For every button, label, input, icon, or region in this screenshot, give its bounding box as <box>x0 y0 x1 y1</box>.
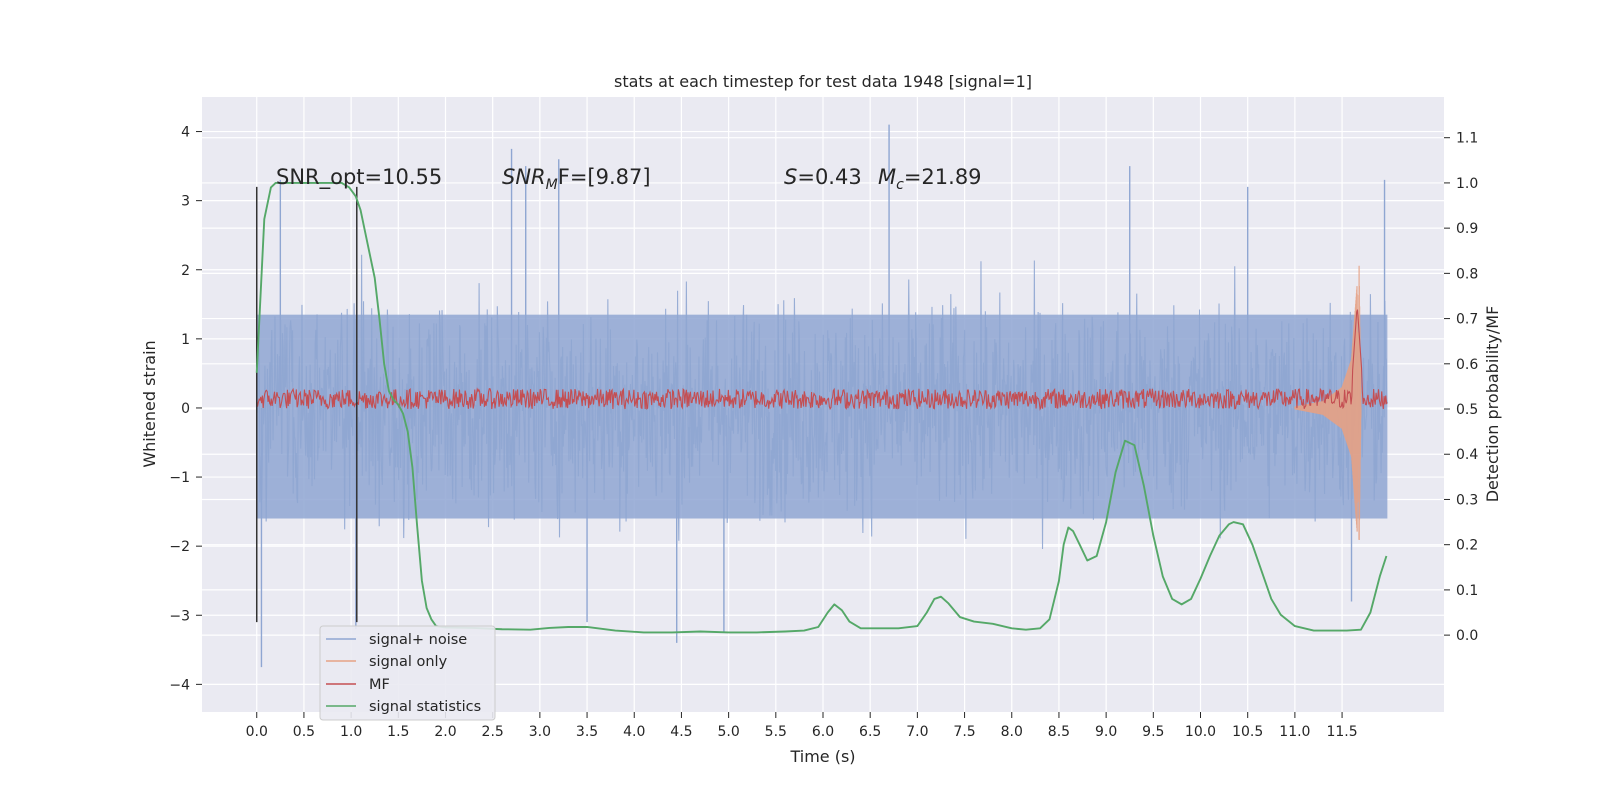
x-tick-label: 3.5 <box>576 724 598 740</box>
y-tick-label: −2 <box>169 539 190 555</box>
mf-series <box>256 309 1388 411</box>
y2-tick-label: 0.8 <box>1456 266 1478 282</box>
annotation-mc: Mc=21.89 <box>878 165 982 193</box>
x-tick-label: 3.0 <box>529 724 551 740</box>
y-tick-label: 3 <box>181 194 190 210</box>
x-tick-label: 6.0 <box>812 724 834 740</box>
annotation-s: S=0.43 <box>784 165 862 189</box>
y2-tick-label: 0.2 <box>1456 538 1478 554</box>
annotation-mc-rest: =21.89 <box>904 165 982 189</box>
y2-tick-label: 0.0 <box>1456 628 1478 644</box>
annotation-mc-main: M <box>878 165 896 189</box>
legend-label-signal-noise: signal+ noise <box>369 632 467 648</box>
x-tick-label: 2.0 <box>434 724 456 740</box>
signal-noise-series <box>256 124 1388 668</box>
annotation-snr-mf-sub: M <box>546 177 558 193</box>
annotation-snr-mf-main: SNR <box>502 165 546 189</box>
annotation-s-rest: =0.43 <box>797 165 861 189</box>
x-tick-label: 7.0 <box>906 724 928 740</box>
y2-tick-label: 0.5 <box>1456 402 1478 418</box>
x-tick-label: 4.0 <box>623 724 645 740</box>
y2-tick-label: 0.4 <box>1456 447 1478 463</box>
annotations: SNR_opt=10.55 SNRMF=[9.87] S=0.43 Mc=21.… <box>276 165 982 193</box>
y-tick-label: 0 <box>181 401 190 417</box>
x-tick-label: 10.5 <box>1232 724 1263 740</box>
x-tick-label: 8.5 <box>1048 724 1070 740</box>
y2-tick-label: 0.7 <box>1456 312 1478 328</box>
y-tick-label: −4 <box>169 677 190 693</box>
legend: signal+ noise signal only MF signal stat… <box>319 625 496 721</box>
y2-tick-label: 1.0 <box>1456 176 1478 192</box>
x-tick-label: 1.5 <box>387 724 409 740</box>
y-tick-label: 1 <box>181 332 190 348</box>
y2-tick-label: 0.3 <box>1456 492 1478 508</box>
annotation-snr-opt: SNR_opt=10.55 <box>276 165 442 190</box>
y-tick-label: −3 <box>169 608 190 624</box>
x-tick-label: 7.5 <box>953 724 975 740</box>
y-tick-label: 2 <box>181 263 190 279</box>
annotation-snr-mf: SNRMF=[9.87] <box>502 165 651 193</box>
legend-label-signal-statistics: signal statistics <box>369 699 481 715</box>
y-tick-label: −1 <box>169 470 190 486</box>
x-axis-title: Time (s) <box>789 747 855 766</box>
x-tick-label: 4.5 <box>670 724 692 740</box>
event-markers <box>255 186 358 623</box>
y-tick-label: 4 <box>181 125 190 141</box>
axis-ticks: 0.0 0.5 1.0 1.5 2.0 2.5 3.0 3.5 4.0 4.5 5.0 5.5 6.0 6… <box>169 125 1478 740</box>
x-tick-label: 8.0 <box>1001 724 1023 740</box>
x-tick-label: 0.0 <box>246 724 268 740</box>
x-tick-label: 1.0 <box>340 724 362 740</box>
y2-tick-label: 1.1 <box>1456 131 1478 147</box>
legend-box <box>319 625 496 721</box>
x-tick-label: 0.5 <box>293 724 315 740</box>
x-tick-label: 6.5 <box>859 724 881 740</box>
x-tick-label: 2.5 <box>482 724 504 740</box>
x-tick-label: 11.0 <box>1279 724 1310 740</box>
chart-title: stats at each timestep for test data 194… <box>614 72 1032 91</box>
y2-tick-label: 0.6 <box>1456 357 1478 373</box>
annotation-mc-sub: c <box>896 177 904 193</box>
annotation-snr-mf-rest: F=[9.87] <box>558 165 651 189</box>
annotation-s-main: S <box>784 165 797 189</box>
signal-statistics-line <box>255 181 1388 634</box>
x-tick-label: 5.5 <box>765 724 787 740</box>
x-tick-label: 10.0 <box>1185 724 1216 740</box>
x-tick-label: 9.5 <box>1142 724 1164 740</box>
y2-tick-label: 0.1 <box>1456 583 1478 599</box>
legend-label-mf: MF <box>369 677 390 693</box>
x-tick-label: 9.0 <box>1095 724 1117 740</box>
noise-line <box>256 254 1388 549</box>
x-tick-label: 11.5 <box>1326 724 1357 740</box>
signal-statistics-series <box>255 181 1388 634</box>
y2-axis-title: Detection probability/MF <box>1483 306 1502 503</box>
y-axis-title: Whitened strain <box>140 340 159 467</box>
legend-label-signal-only: signal only <box>369 654 448 670</box>
mf-line <box>256 309 1388 411</box>
y2-tick-label: 0.9 <box>1456 221 1478 237</box>
x-tick-label: 5.0 <box>717 724 739 740</box>
